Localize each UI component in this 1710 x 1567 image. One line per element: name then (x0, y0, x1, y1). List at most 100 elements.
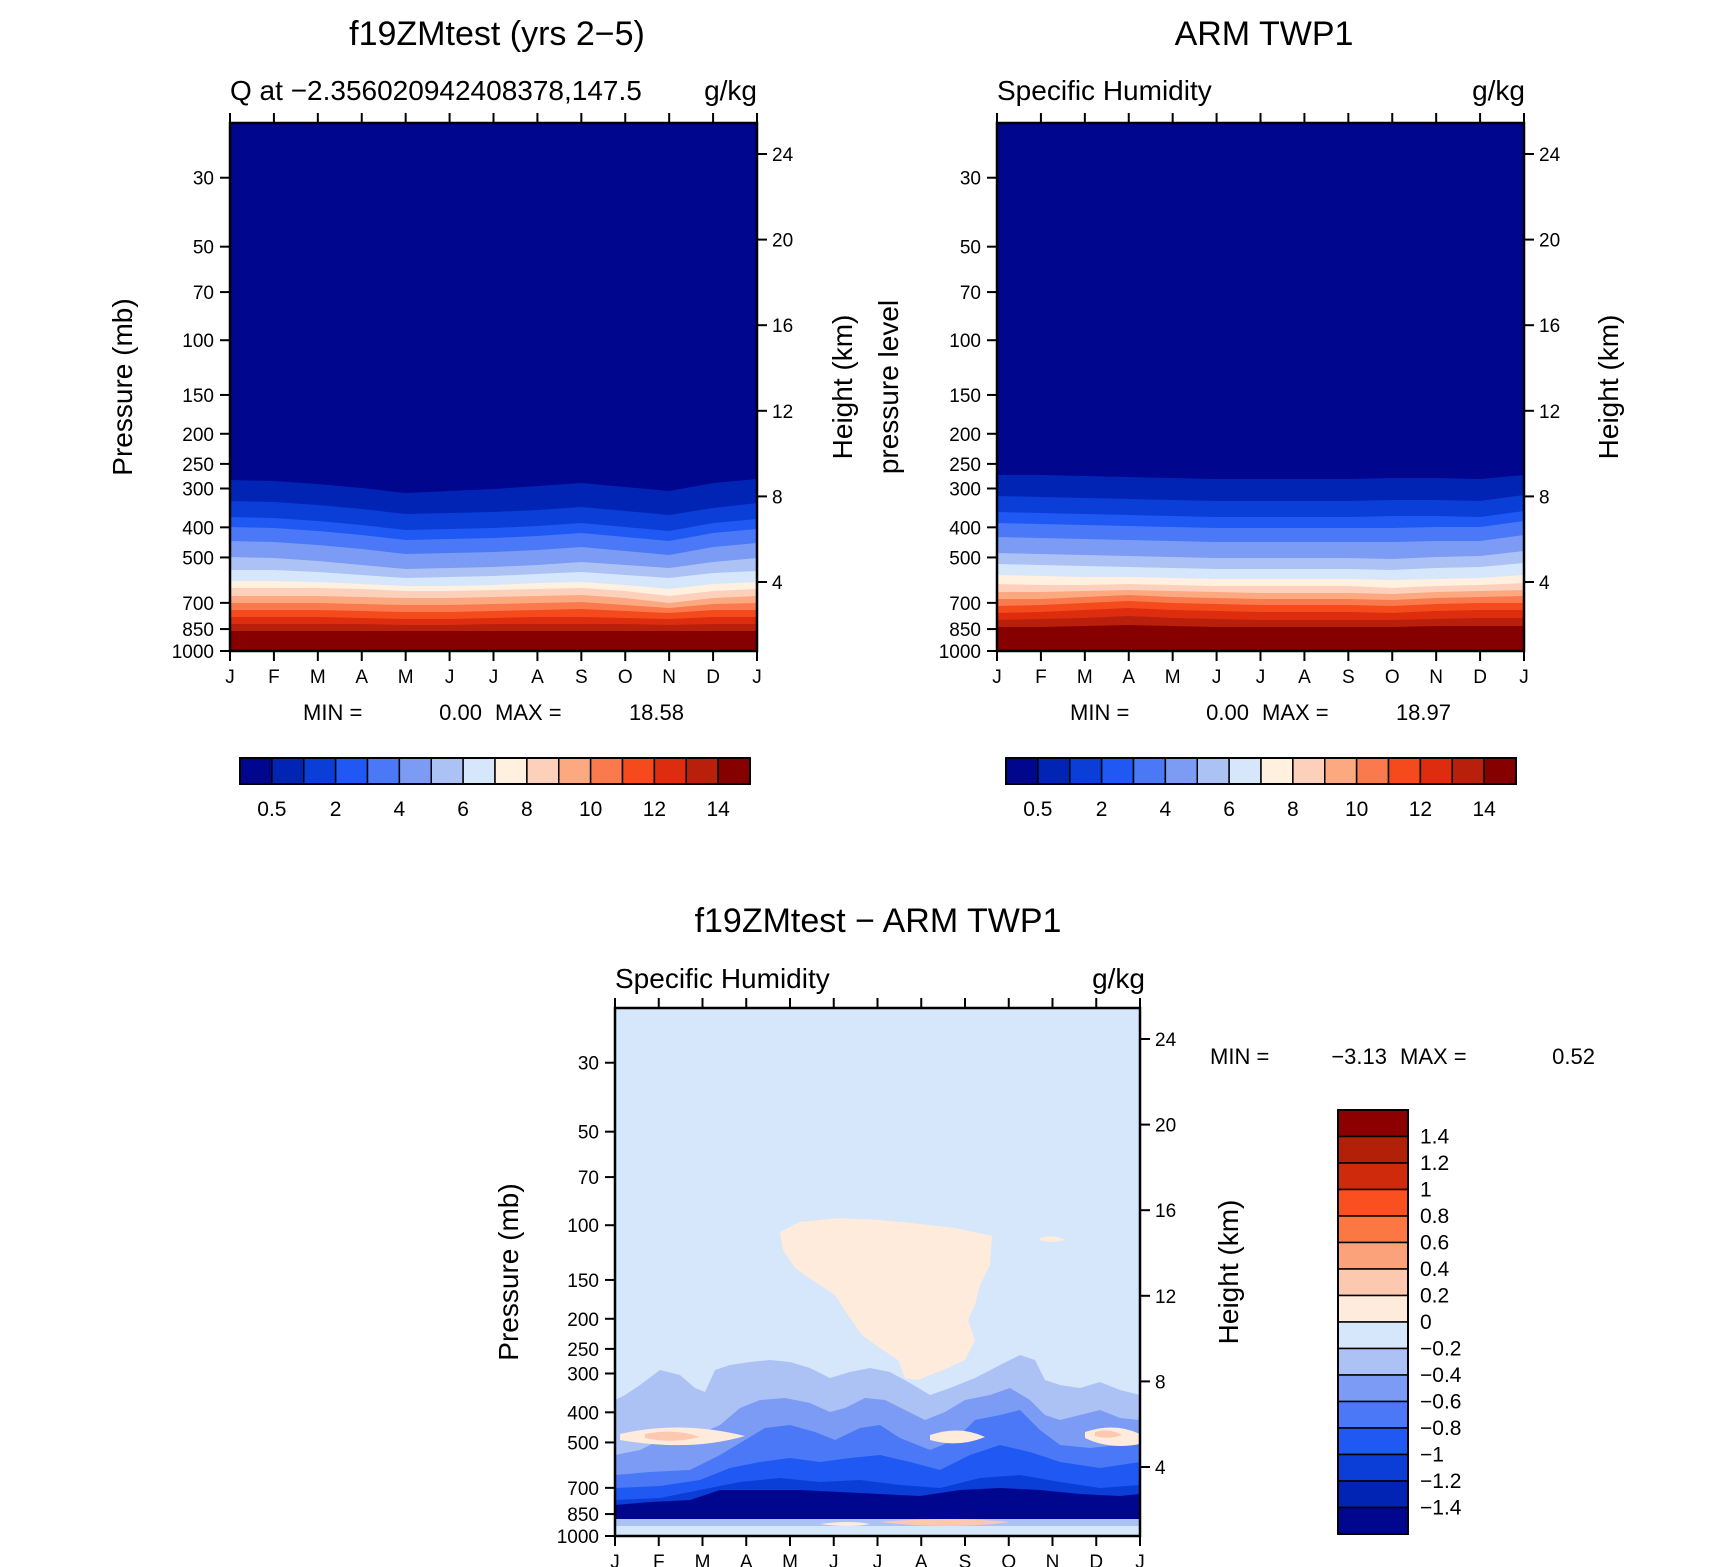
colorbar-label: −1 (1420, 1444, 1444, 1467)
y-right-tick-label: 12 (1539, 402, 1560, 423)
colorbar-label: 0.5 (257, 798, 286, 821)
y-right-tick-label: 8 (1155, 1372, 1166, 1393)
y-right-tick-label: 20 (1539, 231, 1560, 252)
panel-diff-min-label: MIN = (1210, 1044, 1269, 1069)
x-tick-label: J (1135, 1552, 1145, 1567)
colorbar-swatch (366, 757, 401, 785)
y-tick-label: 100 (949, 331, 981, 352)
panel-diff-ylabel-right: Height (km) (1213, 1200, 1244, 1345)
colorbar-swatch (1355, 757, 1390, 785)
x-tick-label: A (740, 1552, 753, 1567)
colorbar-swatch (526, 757, 560, 785)
y-tick-label: 700 (567, 1479, 599, 1500)
difference-contour (1040, 1236, 1065, 1242)
x-tick-label: M (310, 667, 326, 688)
colorbar-swatch (1337, 1135, 1409, 1164)
y-right-tick-label: 20 (772, 231, 793, 252)
x-tick-label: J (1256, 667, 1266, 688)
x-tick-label: J (873, 1552, 883, 1567)
y-tick-label: 500 (182, 548, 214, 569)
colorbar-label: 10 (1345, 798, 1368, 821)
difference-contour (820, 1522, 870, 1526)
colorbar-swatch (1337, 1321, 1409, 1350)
colorbar-swatch (1387, 757, 1422, 785)
colorbar-label: 4 (1160, 798, 1172, 821)
colorbar-label: 0.6 (1420, 1232, 1449, 1255)
x-tick-label: J (1212, 667, 1222, 688)
colorbar-label: −0.4 (1420, 1364, 1462, 1387)
colorbar-swatch (558, 757, 592, 785)
y-right-tick-label: 16 (1539, 316, 1560, 337)
panel-diff-max-label: MAX = (1400, 1044, 1467, 1069)
y-right-tick-label: 4 (1539, 573, 1550, 594)
colorbar-swatch (1337, 1188, 1409, 1217)
colorbar-label: −0.8 (1420, 1417, 1461, 1440)
colorbar-swatch (1483, 757, 1517, 785)
y-tick-label: 50 (960, 238, 981, 259)
panel-diff-min-value: −3.13 (1331, 1044, 1387, 1069)
colorbar-swatch (1100, 757, 1135, 785)
colorbar-swatch (1337, 1506, 1409, 1535)
y-tick-label: 500 (567, 1433, 599, 1454)
panel-diff-colorbar: 1.4 1.2 1 0.8 0.6 0.4 0.2 0 −0.2 −0.4 −0.6 −0.8 −1 −1… (1337, 1109, 1462, 1535)
x-tick-label: F (653, 1552, 665, 1567)
difference-contour (615, 1526, 1140, 1536)
colorbar-swatch (462, 757, 496, 785)
difference-contour (645, 1431, 700, 1441)
y-tick-label: 150 (182, 386, 214, 407)
colorbar-swatch (717, 757, 751, 785)
colorbar-swatch (1132, 757, 1167, 785)
colorbar-label: 2 (330, 798, 342, 821)
colorbar-swatch (334, 757, 369, 785)
x-tick-label: M (695, 1552, 711, 1567)
x-tick-label: M (782, 1552, 798, 1567)
colorbar-swatch (398, 757, 432, 785)
colorbar-label: 12 (1409, 798, 1432, 821)
y-tick-label: 70 (193, 283, 214, 304)
y-tick-label: 250 (182, 455, 214, 476)
x-tick-label: M (398, 667, 414, 688)
panel-obs-max-label: MAX = (1262, 700, 1329, 725)
colorbar-swatch (1337, 1453, 1409, 1482)
panel-model: f19ZMtest (yrs 2−5) Q at −2.356020942408… (107, 15, 858, 821)
y-tick-label: 30 (960, 169, 981, 190)
panel-diff-title: f19ZMtest − ARM TWP1 (695, 902, 1062, 940)
panel-diff-field (615, 1008, 1140, 1536)
colorbar-swatch (1037, 757, 1071, 785)
y-right-tick-label: 12 (1155, 1287, 1176, 1308)
colorbar-label: 1.4 (1420, 1126, 1450, 1149)
panel-obs-title: ARM TWP1 (1175, 15, 1354, 53)
colorbar-swatch (494, 757, 528, 785)
colorbar-swatch (621, 757, 656, 785)
colorbar-label: −0.6 (1420, 1391, 1461, 1414)
y-right-tick-label: 16 (772, 316, 793, 337)
colorbar-label: 14 (1472, 798, 1496, 821)
y-tick-label: 70 (960, 283, 981, 304)
colorbar-label: 1 (1420, 1179, 1432, 1202)
y-right-tick-label: 8 (1539, 487, 1550, 508)
y-tick-label: 850 (949, 620, 981, 641)
panel-model-max-value: 18.58 (629, 700, 684, 725)
difference-contour (615, 1488, 1140, 1519)
y-right-tick-label: 20 (1155, 1116, 1176, 1137)
panel-model-ylabel: Pressure (mb) (107, 298, 138, 475)
x-tick-label: D (1089, 1552, 1103, 1567)
colorbar-label: 4 (394, 798, 406, 821)
x-tick-label: S (575, 667, 588, 688)
panel-model-max-label: MAX = (495, 700, 562, 725)
y-tick-label: 300 (182, 480, 214, 501)
panel-model-subtitle-right: g/kg (704, 75, 757, 106)
colorbar-label: 14 (706, 798, 730, 821)
y-tick-label: 400 (567, 1403, 599, 1424)
colorbar-swatch (1337, 1241, 1409, 1270)
colorbar-label: 1.2 (1420, 1152, 1449, 1175)
x-tick-label: A (1122, 667, 1135, 688)
x-tick-label: O (1001, 1552, 1016, 1567)
colorbar-label: 0.4 (1420, 1258, 1450, 1281)
x-tick-label: M (1077, 667, 1093, 688)
y-right-tick-label: 8 (772, 487, 783, 508)
x-tick-label: A (355, 667, 368, 688)
colorbar-swatch (1005, 757, 1039, 785)
y-tick-label: 100 (182, 331, 214, 352)
